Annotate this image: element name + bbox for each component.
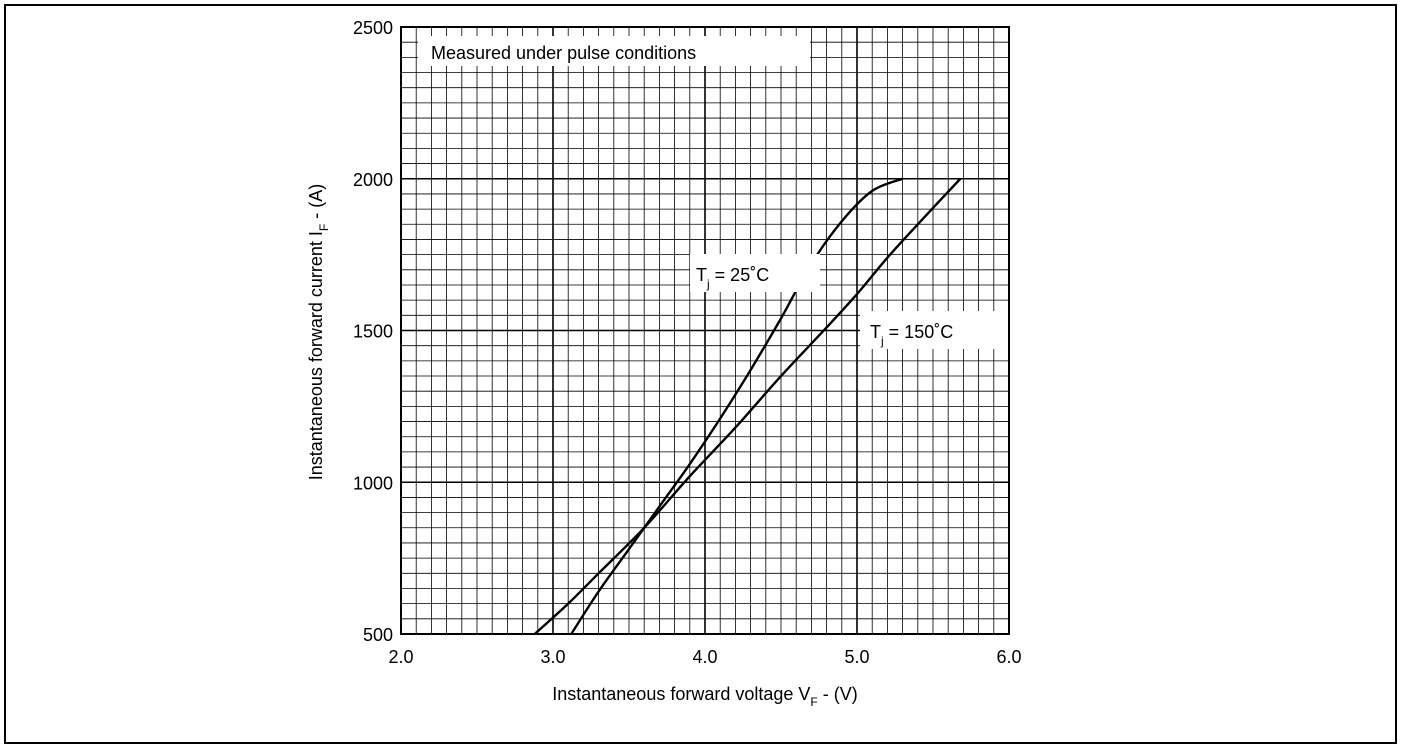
y-tick-label: 500 xyxy=(363,625,393,645)
svg-text:Tj = 150˚C: Tj = 150˚C xyxy=(870,322,953,348)
y-tick-label: 2500 xyxy=(353,18,393,38)
series-line-25c xyxy=(570,177,904,635)
annotation: Measured under pulse conditions xyxy=(418,36,810,66)
y-axis-label: Instantaneous forward current IF - (A) xyxy=(306,184,331,480)
y-tick-label: 1000 xyxy=(353,473,393,493)
x-tick-label: 5.0 xyxy=(844,647,869,667)
x-axis-label: Instantaneous forward voltage VF - (V) xyxy=(552,684,858,709)
x-tick-label: 4.0 xyxy=(692,647,717,667)
chart: 2.0 3.0 4.0 5.0 6.0 500 1000 1500 2000 2500 Measu… xyxy=(306,18,1022,709)
series-label-150c: Tj = 150˚C xyxy=(860,311,1008,349)
y-tick-label: 2000 xyxy=(353,170,393,190)
x-tick-label: 2.0 xyxy=(388,647,413,667)
tick-labels: 2.0 3.0 4.0 5.0 6.0 500 1000 1500 2000 2500 xyxy=(353,18,1022,667)
series-lines xyxy=(533,177,962,635)
series-line-150c xyxy=(533,177,962,635)
svg-text:Tj = 25˚C: Tj = 25˚C xyxy=(696,265,769,291)
x-tick-label: 3.0 xyxy=(540,647,565,667)
annotation-text: Measured under pulse conditions xyxy=(431,43,696,63)
series-label-25c: Tj = 25˚C xyxy=(690,254,820,292)
y-tick-label: 1500 xyxy=(353,322,393,342)
plot-border xyxy=(400,26,1010,635)
x-tick-label: 6.0 xyxy=(996,647,1021,667)
